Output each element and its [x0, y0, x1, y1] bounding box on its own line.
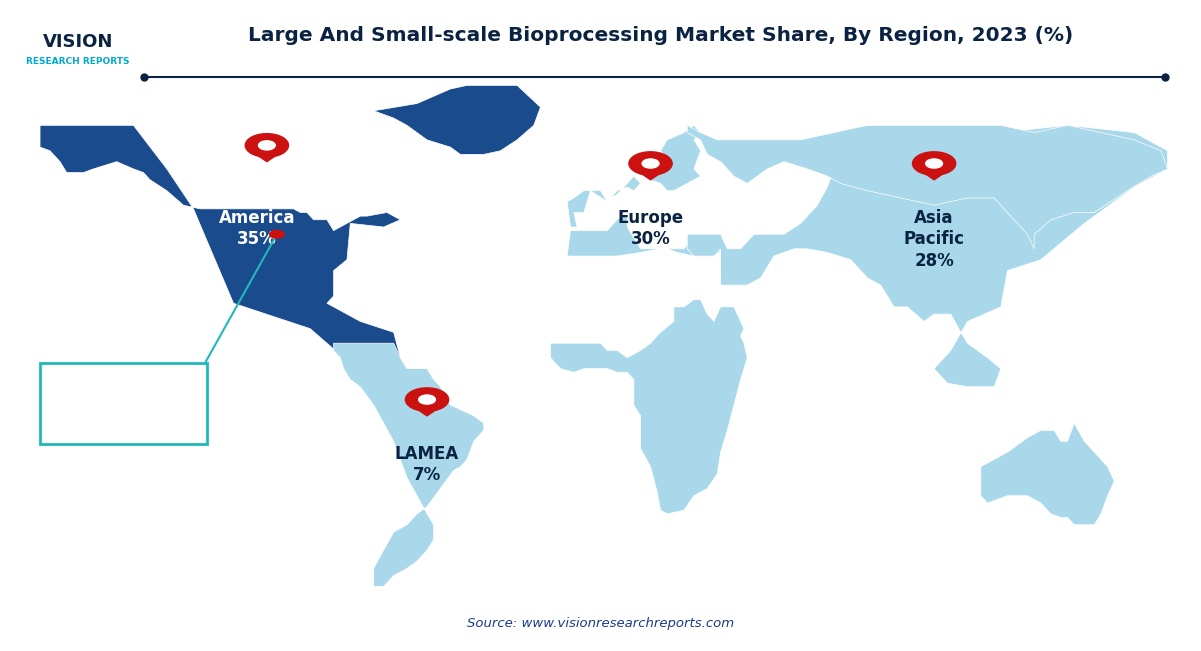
Circle shape [419, 395, 436, 404]
Text: VISION: VISION [43, 33, 113, 51]
Circle shape [913, 152, 956, 175]
Circle shape [926, 159, 943, 168]
Text: Largest Revenue
Holder: Largest Revenue Holder [60, 389, 186, 418]
Polygon shape [920, 170, 949, 180]
Text: Asia
Pacific
28%: Asia Pacific 28% [903, 209, 964, 270]
Polygon shape [637, 170, 665, 180]
Circle shape [629, 152, 673, 175]
Text: North
America
35%: North America 35% [219, 187, 295, 248]
Polygon shape [687, 126, 1167, 387]
Text: Source: www.visionresearchreports.com: Source: www.visionresearchreports.com [467, 617, 734, 630]
Circle shape [258, 141, 275, 150]
Polygon shape [540, 299, 747, 514]
Circle shape [406, 388, 449, 411]
Circle shape [245, 133, 288, 157]
Polygon shape [413, 406, 442, 416]
Polygon shape [981, 423, 1115, 525]
Polygon shape [687, 126, 1167, 249]
FancyBboxPatch shape [40, 363, 207, 444]
Polygon shape [357, 85, 540, 154]
Circle shape [643, 159, 659, 168]
Polygon shape [40, 126, 400, 358]
Text: Large And Small-scale Bioprocessing Market Share, By Region, 2023 (%): Large And Small-scale Bioprocessing Mark… [247, 26, 1074, 46]
Text: LAMEA
7%: LAMEA 7% [395, 445, 459, 484]
Circle shape [270, 230, 285, 238]
Text: RESEARCH REPORTS: RESEARCH REPORTS [26, 57, 130, 66]
Polygon shape [334, 343, 484, 587]
Polygon shape [252, 152, 281, 161]
Polygon shape [567, 126, 724, 256]
Text: Europe
30%: Europe 30% [617, 209, 683, 248]
